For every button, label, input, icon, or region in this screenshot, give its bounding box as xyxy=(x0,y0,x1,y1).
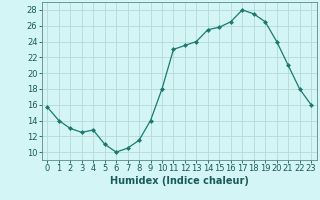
X-axis label: Humidex (Indice chaleur): Humidex (Indice chaleur) xyxy=(110,176,249,186)
